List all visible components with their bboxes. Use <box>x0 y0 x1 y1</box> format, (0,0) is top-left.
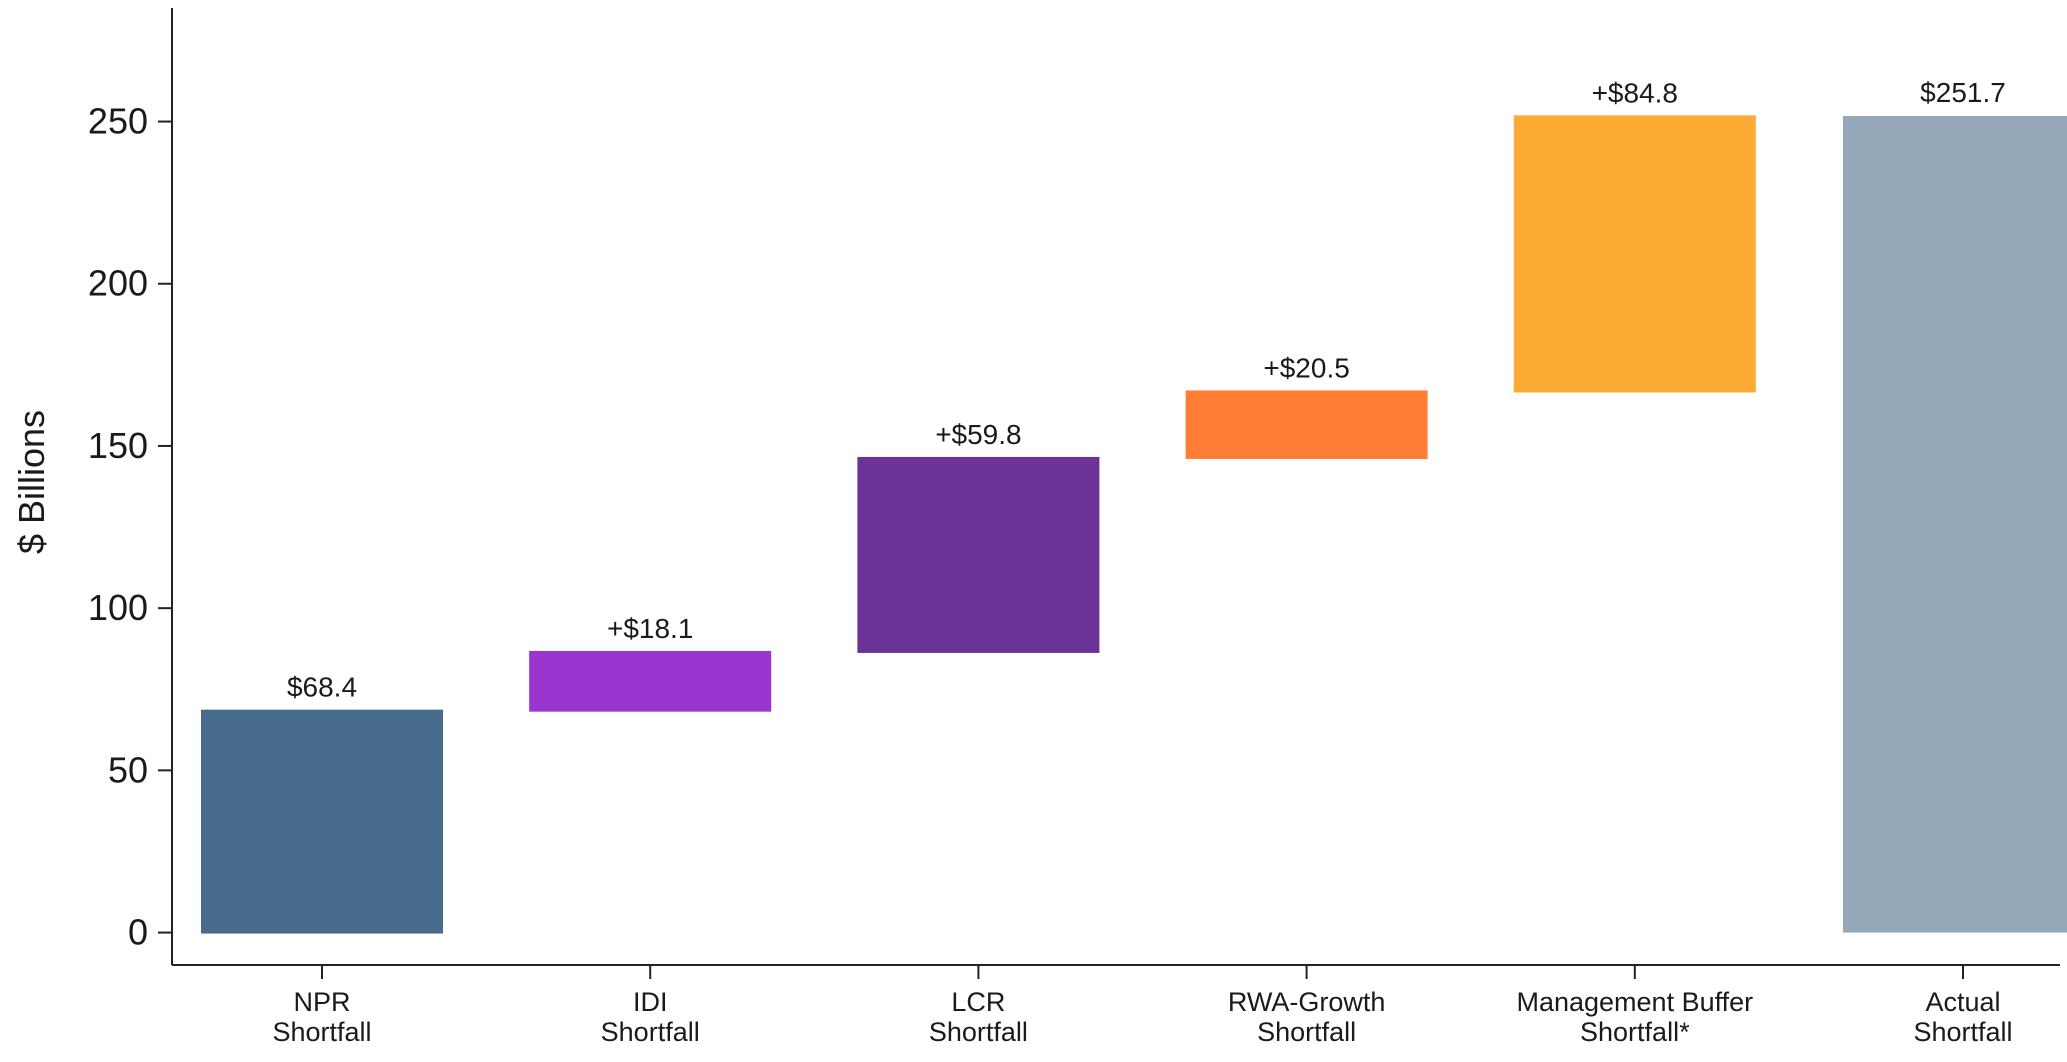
x-tick-label: LCR Shortfall <box>929 987 1028 1047</box>
y-tick-label: 150 <box>88 425 148 466</box>
x-tick-label-line: LCR <box>951 987 1005 1017</box>
data-label: +$59.8 <box>935 419 1021 450</box>
data-label: $251.7 <box>1920 77 2006 108</box>
x-tick-label-line: Shortfall <box>1913 1017 2012 1047</box>
x-tick-label: IDI Shortfall <box>601 987 700 1047</box>
data-labels: $68.4 +$18.1 +$59.8 +$20.5 +$84.8 $251.7 <box>287 77 2006 703</box>
x-tick-label-line: Management Buffer <box>1516 987 1753 1017</box>
data-label: +$84.8 <box>1592 77 1678 108</box>
data-label: $68.4 <box>287 672 357 703</box>
y-tick-label: 250 <box>88 101 148 142</box>
x-tick-label: NPR Shortfall <box>272 987 371 1047</box>
x-tick-label-line: Shortfall <box>272 1017 371 1047</box>
x-tick-label: Management Buffer Shortfall* <box>1516 987 1753 1047</box>
bars <box>201 115 2067 934</box>
data-label: +$20.5 <box>1263 352 1349 383</box>
x-tick-label-line: Shortfall <box>1257 1017 1356 1047</box>
x-tick-label-line: Actual <box>1925 987 2000 1017</box>
data-label: +$18.1 <box>607 613 693 644</box>
x-tick-label: Actual Shortfall <box>1913 987 2012 1047</box>
waterfall-bar <box>857 456 1100 653</box>
y-tick-label: 50 <box>108 749 148 790</box>
x-tick-label-line: RWA-Growth <box>1228 987 1386 1017</box>
x-tick-label-line: NPR <box>293 987 350 1017</box>
x-tick-label-line: Shortfall <box>929 1017 1028 1047</box>
waterfall-bar <box>529 650 772 712</box>
waterfall-bar <box>1513 115 1756 393</box>
x-tick-label: RWA-Growth Shortfall <box>1228 987 1386 1047</box>
waterfall-bar <box>1185 390 1428 459</box>
x-tick-label-line: Shortfall <box>601 1017 700 1047</box>
y-tick-label: 200 <box>88 263 148 304</box>
waterfall-bar <box>1843 116 2067 933</box>
waterfall-bar <box>201 709 443 934</box>
y-tick-label: 100 <box>88 587 148 628</box>
y-axis-title: $ Billions <box>11 410 52 554</box>
x-tick-label-line: IDI <box>633 987 668 1017</box>
y-tick-label: 0 <box>128 912 148 953</box>
x-tick-label-line: Shortfall* <box>1580 1017 1690 1047</box>
